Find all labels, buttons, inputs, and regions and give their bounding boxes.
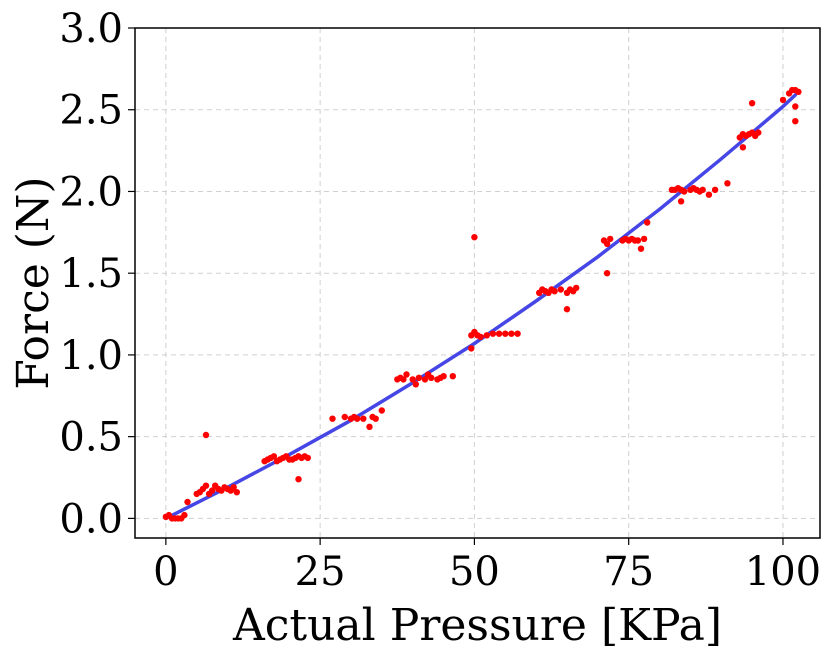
- data-point: [557, 286, 564, 293]
- data-point: [230, 484, 237, 491]
- data-point: [644, 219, 651, 226]
- data-point: [792, 103, 799, 110]
- data-point: [563, 306, 571, 313]
- y-tick-label: 0.5: [59, 415, 123, 461]
- data-point: [739, 144, 747, 151]
- data-point: [711, 186, 719, 193]
- x-tick-label: 100: [745, 549, 821, 595]
- data-point: [495, 330, 503, 337]
- data-point: [329, 415, 336, 422]
- data-point: [699, 186, 706, 193]
- data-point: [640, 235, 648, 243]
- data-point: [603, 270, 611, 277]
- y-axis-label: Force (N): [8, 176, 59, 389]
- data-point: [366, 423, 373, 430]
- data-point: [409, 376, 416, 383]
- data-point: [508, 330, 515, 337]
- data-point: [779, 96, 787, 104]
- data-point: [489, 330, 497, 337]
- data-point: [412, 381, 419, 388]
- data-point: [341, 413, 348, 421]
- plot-frame: [134, 27, 821, 539]
- data-point: [748, 100, 756, 107]
- data-point: [514, 330, 521, 337]
- data-point: [573, 284, 580, 292]
- data-point: [677, 198, 685, 205]
- y-tick-label: 3.0: [59, 6, 123, 52]
- y-tick-label: 0.0: [59, 496, 123, 542]
- grid: [135, 27, 820, 538]
- data-point: [440, 373, 447, 380]
- data-point: [304, 454, 311, 462]
- x-tick-label: 0: [153, 549, 178, 595]
- data-point: [607, 235, 614, 243]
- y-tick-label: 1.0: [59, 333, 123, 379]
- data-point: [403, 371, 410, 378]
- data-point: [208, 487, 216, 494]
- data-point: [795, 88, 802, 96]
- x-tick-label: 75: [603, 549, 654, 595]
- data-point: [378, 407, 385, 414]
- data-point: [603, 240, 611, 247]
- data-point: [634, 237, 642, 244]
- data-point: [421, 376, 429, 383]
- data-point: [415, 374, 423, 381]
- data-point: [184, 498, 191, 506]
- data-point: [202, 482, 210, 489]
- x-tick-label: 25: [295, 549, 346, 595]
- data-point: [428, 374, 435, 381]
- series-points: [162, 86, 802, 522]
- data-point: [705, 191, 713, 198]
- data-point: [354, 415, 361, 422]
- data-point: [483, 332, 490, 339]
- data-point: [755, 129, 762, 136]
- data-point: [551, 288, 558, 295]
- series-fit: [164, 93, 798, 521]
- data-point: [792, 118, 799, 125]
- x-axis-label: Actual Pressure [KPa]: [232, 600, 722, 651]
- data-point: [233, 489, 240, 496]
- data-point: [724, 180, 731, 187]
- data-point: [681, 188, 688, 195]
- tick-labels: 0 25 50 75 100 0.0 0.5 1.0 1.5 2.0 2.5 3.0: [59, 6, 821, 595]
- y-tick-label: 2.5: [59, 88, 123, 134]
- data-point: [449, 373, 456, 380]
- x-tick-label: 50: [449, 549, 500, 595]
- data-point: [400, 376, 407, 383]
- data-point: [295, 476, 302, 483]
- ticks: [128, 27, 784, 545]
- data-point: [471, 234, 478, 241]
- data-point: [202, 431, 210, 439]
- data-point: [181, 511, 188, 519]
- data-point: [360, 415, 367, 422]
- y-tick-label: 2.0: [59, 169, 123, 215]
- data-point: [477, 333, 484, 341]
- data-point: [270, 453, 278, 460]
- fit-line: [164, 93, 798, 521]
- data-point: [502, 330, 509, 337]
- y-tick-label: 1.5: [59, 251, 123, 297]
- data-point: [637, 245, 645, 252]
- data-point: [372, 415, 379, 422]
- data-point: [468, 345, 475, 352]
